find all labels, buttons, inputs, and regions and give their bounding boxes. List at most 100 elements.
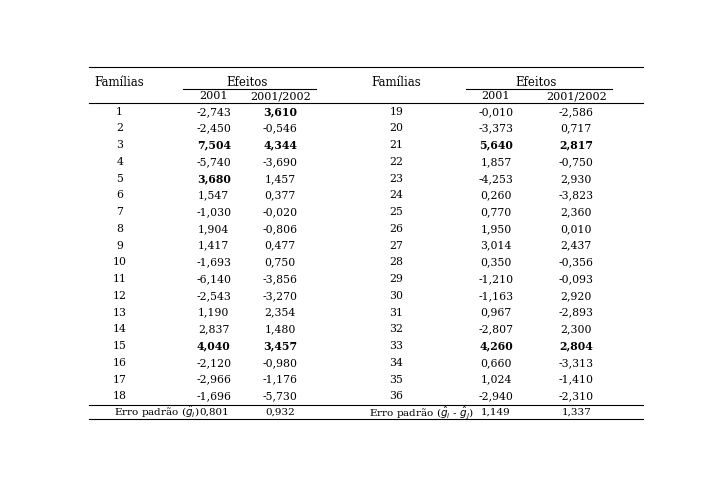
Text: 4,344: 4,344 <box>263 140 297 151</box>
Text: 3,457: 3,457 <box>263 341 297 352</box>
Text: -2,940: -2,940 <box>478 391 513 402</box>
Text: 27: 27 <box>389 241 403 251</box>
Text: 1,024: 1,024 <box>481 375 512 385</box>
Text: 17: 17 <box>113 375 126 385</box>
Text: 1,547: 1,547 <box>198 190 229 200</box>
Text: -3,313: -3,313 <box>558 358 594 368</box>
Text: 2,920: 2,920 <box>560 291 592 301</box>
Text: -0,980: -0,980 <box>263 358 298 368</box>
Text: -2,310: -2,310 <box>558 391 594 402</box>
Text: 8: 8 <box>116 224 124 234</box>
Text: 9: 9 <box>116 241 123 251</box>
Text: 35: 35 <box>389 375 403 385</box>
Text: -2,120: -2,120 <box>196 358 231 368</box>
Text: 30: 30 <box>389 291 403 301</box>
Text: 2: 2 <box>116 123 124 133</box>
Text: -3,823: -3,823 <box>558 190 594 200</box>
Text: Efeitos: Efeitos <box>226 76 268 89</box>
Text: 0,010: 0,010 <box>560 224 592 234</box>
Text: 0,660: 0,660 <box>481 358 512 368</box>
Text: Efeitos: Efeitos <box>516 76 557 89</box>
Text: 2,437: 2,437 <box>560 241 592 251</box>
Text: 2001: 2001 <box>482 91 511 101</box>
Text: -2,966: -2,966 <box>196 375 231 385</box>
Text: 2001/2002: 2001/2002 <box>545 91 607 101</box>
Text: 5,640: 5,640 <box>479 140 513 151</box>
Text: 21: 21 <box>389 140 403 150</box>
Text: -0,750: -0,750 <box>559 157 593 167</box>
Text: Erro padrão ($\hat{g}_{i}$ - $\hat{g}_{j}$): Erro padrão ($\hat{g}_{i}$ - $\hat{g}_{j… <box>369 404 474 421</box>
Text: -2,586: -2,586 <box>558 107 594 117</box>
Text: 0,967: 0,967 <box>481 308 512 318</box>
Text: 0,801: 0,801 <box>199 408 228 417</box>
Text: -0,093: -0,093 <box>558 274 594 284</box>
Text: 16: 16 <box>113 358 126 368</box>
Text: 4,260: 4,260 <box>479 341 513 352</box>
Text: Erro padrão ($\hat{g}_{i}$): Erro padrão ($\hat{g}_{i}$) <box>114 404 200 420</box>
Text: -0,546: -0,546 <box>263 123 298 133</box>
Text: 2,300: 2,300 <box>560 325 592 335</box>
Text: -1,696: -1,696 <box>196 391 231 402</box>
Text: -2,743: -2,743 <box>196 107 231 117</box>
Text: -0,806: -0,806 <box>263 224 298 234</box>
Text: 2,817: 2,817 <box>559 140 593 151</box>
Text: 0,477: 0,477 <box>265 241 296 251</box>
Text: 0,750: 0,750 <box>264 258 296 268</box>
Text: 31: 31 <box>389 308 403 318</box>
Text: -2,807: -2,807 <box>478 325 513 335</box>
Text: 25: 25 <box>389 207 403 217</box>
Text: -0,356: -0,356 <box>558 258 594 268</box>
Text: 4,040: 4,040 <box>197 341 231 352</box>
Text: -3,373: -3,373 <box>478 123 513 133</box>
Text: 28: 28 <box>389 258 403 268</box>
Text: 1,904: 1,904 <box>198 224 229 234</box>
Text: 1,857: 1,857 <box>481 157 512 167</box>
Text: 3,680: 3,680 <box>197 173 231 184</box>
Text: 3,014: 3,014 <box>481 241 512 251</box>
Text: -3,270: -3,270 <box>263 291 298 301</box>
Text: 0,350: 0,350 <box>481 258 512 268</box>
Text: 3: 3 <box>116 140 124 150</box>
Text: 1,417: 1,417 <box>198 241 229 251</box>
Text: 14: 14 <box>113 325 126 335</box>
Text: 3,610: 3,610 <box>263 106 297 117</box>
Text: -2,450: -2,450 <box>196 123 231 133</box>
Text: 0,260: 0,260 <box>481 190 512 200</box>
Text: 2001/2002: 2001/2002 <box>250 91 311 101</box>
Text: Famílias: Famílias <box>371 76 421 89</box>
Text: 0,770: 0,770 <box>481 207 512 217</box>
Text: -1,693: -1,693 <box>196 258 231 268</box>
Text: -5,730: -5,730 <box>263 391 298 402</box>
Text: -1,163: -1,163 <box>478 291 513 301</box>
Text: 15: 15 <box>113 341 126 351</box>
Text: 2,930: 2,930 <box>560 174 592 184</box>
Text: -3,690: -3,690 <box>263 157 298 167</box>
Text: 19: 19 <box>389 107 403 117</box>
Text: 1,950: 1,950 <box>481 224 512 234</box>
Text: 1: 1 <box>116 107 124 117</box>
Text: 4: 4 <box>116 157 123 167</box>
Text: 7: 7 <box>116 207 123 217</box>
Text: -0,010: -0,010 <box>478 107 513 117</box>
Text: 12: 12 <box>113 291 126 301</box>
Text: -2,893: -2,893 <box>558 308 594 318</box>
Text: -6,140: -6,140 <box>196 274 231 284</box>
Text: Famílias: Famílias <box>95 76 144 89</box>
Text: 1,457: 1,457 <box>265 174 296 184</box>
Text: 34: 34 <box>389 358 403 368</box>
Text: -1,176: -1,176 <box>263 375 298 385</box>
Text: 26: 26 <box>389 224 403 234</box>
Text: -1,410: -1,410 <box>558 375 594 385</box>
Text: -1,030: -1,030 <box>196 207 231 217</box>
Text: 0,377: 0,377 <box>264 190 296 200</box>
Text: 32: 32 <box>389 325 403 335</box>
Text: 24: 24 <box>389 190 403 200</box>
Text: 6: 6 <box>116 190 124 200</box>
Text: -0,020: -0,020 <box>263 207 298 217</box>
Text: 11: 11 <box>113 274 126 284</box>
Text: 2,837: 2,837 <box>198 325 229 335</box>
Text: -3,856: -3,856 <box>263 274 298 284</box>
Text: -2,543: -2,543 <box>196 291 231 301</box>
Text: 22: 22 <box>389 157 403 167</box>
Text: 1,337: 1,337 <box>561 408 591 417</box>
